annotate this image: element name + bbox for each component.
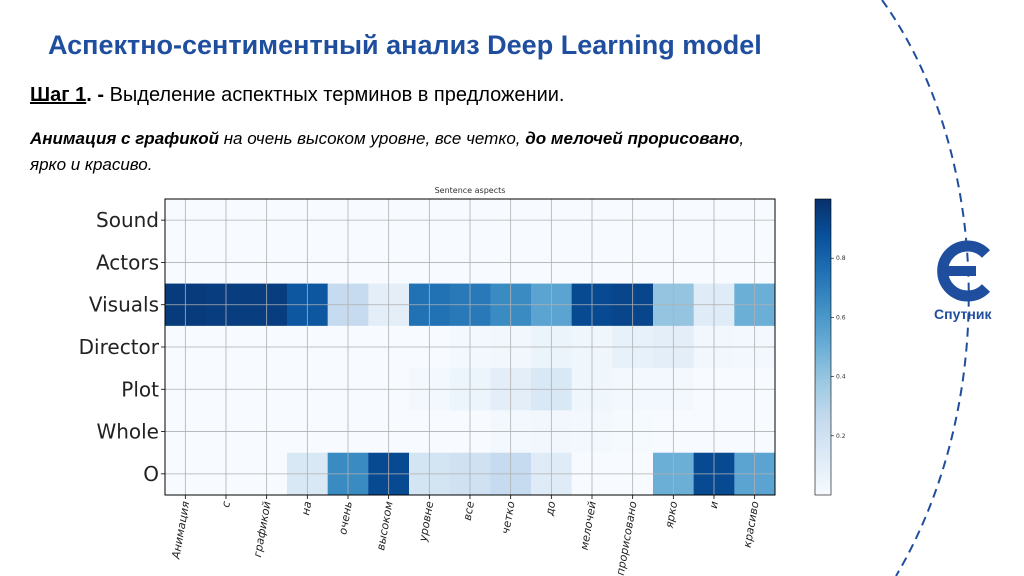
y-tick-label: Actors xyxy=(96,250,159,274)
x-tick-label: все xyxy=(461,500,477,521)
slide-title: Аспектно-сентиментный анализ Deep Learni… xyxy=(48,30,762,60)
y-tick-label: Plot xyxy=(121,377,159,401)
dashed-arc-decoration xyxy=(881,0,970,576)
x-tick-label: и xyxy=(707,500,721,509)
example-plain-2: , xyxy=(739,129,745,148)
y-tick-label: Whole xyxy=(96,420,159,444)
step-separator: . - xyxy=(86,84,105,106)
step-heading: Шаг 1. - Выделение аспектных терминов в … xyxy=(30,84,564,107)
x-tick-label: четко xyxy=(499,500,518,535)
step-label: Шаг 1 xyxy=(30,84,87,106)
y-tick-label: Director xyxy=(79,335,160,359)
x-tick-label: до xyxy=(543,500,559,518)
x-tick-label: графикой xyxy=(251,500,274,558)
colorbar-tick-label: 0.6 xyxy=(836,314,846,321)
colorbar-tick-label: 0.8 xyxy=(836,255,846,262)
logo-text: Спутник xyxy=(934,306,992,322)
y-tick-label: Sound xyxy=(96,208,159,232)
x-tick-label: красиво xyxy=(741,500,762,549)
x-tick-label: на xyxy=(299,500,314,516)
x-tick-label: мелочей xyxy=(578,500,599,551)
example-plain-1: на очень высоком уровне, все четко, xyxy=(218,129,526,148)
x-tick-label: ярко xyxy=(663,500,681,529)
x-tick-label: с xyxy=(219,500,233,508)
y-axis-labels: Sound Actors Visuals Director Plot Whole O xyxy=(79,208,165,486)
colorbar-tick-label: 0.4 xyxy=(836,374,846,381)
x-axis-labels: Анимация с графикой на очень высоком уровне все… xyxy=(169,495,762,576)
example-bold-2: до мелочей прорисовано xyxy=(525,129,740,148)
example-line-2: ярко и красиво. xyxy=(30,155,153,174)
example-sentence: Анимация с графикой на очень высоком уро… xyxy=(30,126,910,178)
x-tick-label: уровне xyxy=(416,500,436,544)
example-bold-1: Анимация с графикой xyxy=(30,129,219,148)
colorbar-tick-label: 0.2 xyxy=(836,433,846,440)
y-tick-label: O xyxy=(143,462,159,486)
x-tick-label: прорисовано xyxy=(614,500,640,576)
x-tick-label: очень xyxy=(336,500,355,535)
step-text: Выделение аспектных терминов в предложен… xyxy=(104,84,565,106)
colorbar xyxy=(814,198,832,496)
y-tick-label: Visuals xyxy=(89,293,159,317)
heatmap-grid xyxy=(165,199,775,495)
x-tick-label: Анимация xyxy=(169,500,192,561)
sputnik-logo-icon xyxy=(937,240,991,302)
x-tick-label: высоком xyxy=(374,500,395,551)
chart-title: Sentence aspects xyxy=(435,186,506,195)
colorbar-ticks: 0.2 0.4 0.6 0.8 xyxy=(831,255,846,440)
